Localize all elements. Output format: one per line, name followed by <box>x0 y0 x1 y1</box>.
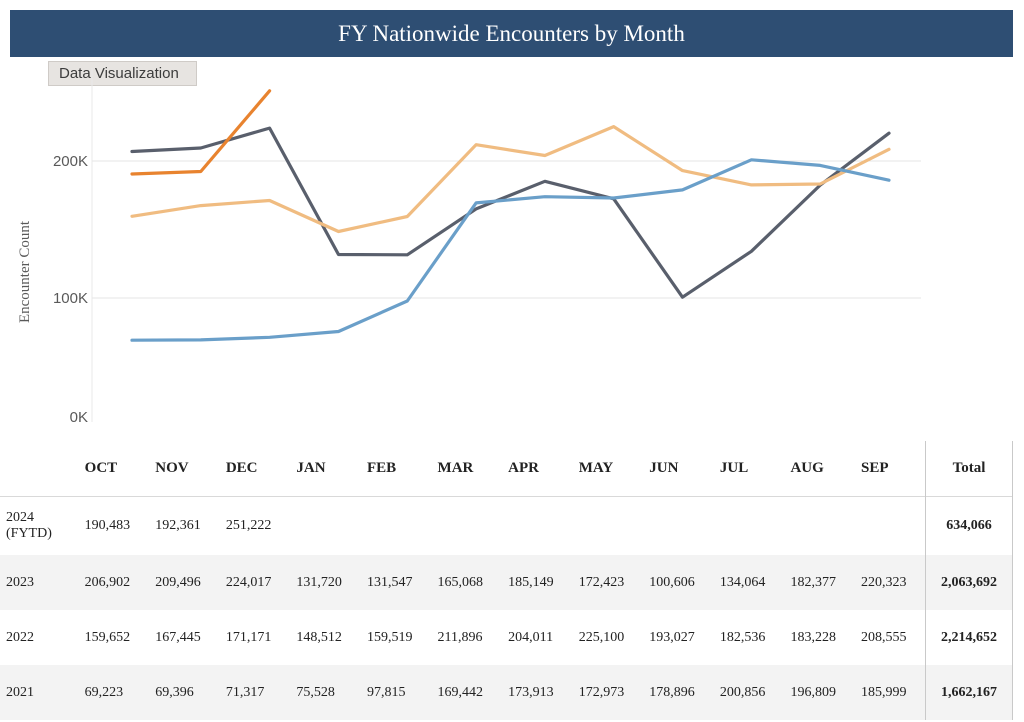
svg-text:Encounter Count: Encounter Count <box>17 220 33 323</box>
svg-text:100K: 100K <box>53 290 88 307</box>
svg-text:0K: 0K <box>70 409 88 426</box>
svg-text:200K: 200K <box>53 153 88 170</box>
